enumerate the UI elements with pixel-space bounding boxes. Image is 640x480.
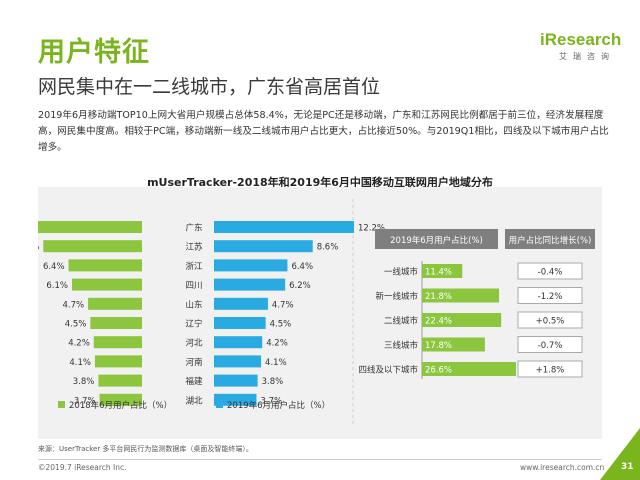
label-2019: 12.2% bbox=[358, 224, 385, 234]
growth-value: -0.4% bbox=[538, 268, 563, 278]
page-number: 31 bbox=[621, 462, 634, 472]
label-2018: 3.7% bbox=[74, 396, 96, 406]
province-label: 江苏 bbox=[185, 242, 203, 253]
chart-title: mUserTracker-2018年和2019年6月中国移动互联网用户地域分布 bbox=[147, 176, 493, 189]
legend-swatch-2018 bbox=[58, 401, 65, 408]
bar-2018 bbox=[43, 240, 142, 253]
chart-canvas: 12.2%广东12.2%8.6%江苏8.6%6.4%浙江6.4%6.1%四川6.… bbox=[2, 199, 595, 427]
province-label: 广东 bbox=[185, 223, 202, 234]
label-2018: 6.4% bbox=[43, 262, 65, 272]
iresearch-logo: iResearch 艾瑞咨询 bbox=[540, 30, 624, 70]
logo-subtext: 艾瑞咨询 bbox=[559, 52, 615, 61]
province-label: 四川 bbox=[185, 281, 202, 291]
label-2018: 8.6% bbox=[38, 243, 39, 253]
page-corner-triangle bbox=[600, 428, 640, 480]
growth-value: +0.5% bbox=[536, 317, 565, 327]
tier-value: 22.4% bbox=[425, 317, 452, 327]
legend-2018: 2018年6月用户占比（%） bbox=[69, 400, 172, 411]
summary-paragraph: 2019年6月移动端TOP10上网大省用户规模占总体58.4%，无论是PC还是移… bbox=[38, 110, 609, 153]
tier-bar bbox=[422, 313, 502, 327]
tier-bar bbox=[422, 264, 463, 278]
page-subtitle: 网民集中在一二线城市，广东省高居首位 bbox=[38, 76, 381, 98]
website-text: www.iresearch.com.cn bbox=[520, 463, 605, 472]
label-2018: 4.1% bbox=[69, 358, 91, 368]
label-2019: 8.6% bbox=[317, 243, 339, 253]
province-label: 河北 bbox=[185, 338, 203, 349]
province-label: 湖北 bbox=[185, 396, 203, 406]
tier-bar bbox=[422, 337, 485, 352]
share-header-box bbox=[375, 229, 498, 249]
label-2019: 6.4% bbox=[291, 262, 313, 272]
bar-2018 bbox=[98, 374, 142, 387]
bar-2018 bbox=[90, 317, 142, 329]
label-2019: 3.7% bbox=[260, 396, 282, 406]
label-2018: 4.2% bbox=[68, 339, 90, 349]
source-note: 来源：UserTracker 多平台网民行为监测数据库（桌面及智能终端）。 bbox=[38, 445, 253, 453]
tier-label: 三线城市 bbox=[384, 340, 419, 351]
tier-label: 一线城市 bbox=[384, 267, 419, 278]
province-label: 河南 bbox=[185, 357, 202, 368]
growth-box bbox=[517, 336, 583, 353]
label-2019: 4.2% bbox=[266, 339, 288, 349]
growth-value: -1.2% bbox=[538, 292, 563, 302]
label-2018: 4.7% bbox=[62, 300, 84, 310]
bar-2018 bbox=[88, 297, 142, 310]
growth-value: -0.7% bbox=[538, 341, 563, 351]
bar-2019 bbox=[214, 374, 258, 387]
tier-label: 二线城市 bbox=[384, 316, 419, 327]
bar-2018 bbox=[2, 221, 142, 233]
province-label: 福建 bbox=[185, 376, 203, 387]
label-2018: 3.8% bbox=[73, 377, 95, 387]
bar-2018 bbox=[93, 336, 142, 349]
share-header: 2019年6月用户占比(%) bbox=[390, 235, 483, 246]
tier-label: 四线及以下城市 bbox=[358, 365, 418, 376]
bar-2019 bbox=[214, 336, 263, 349]
bar-2019 bbox=[214, 259, 288, 272]
bar-2019 bbox=[214, 240, 313, 253]
bar-2019 bbox=[214, 393, 257, 406]
bar-2019 bbox=[214, 221, 354, 233]
province-label: 山东 bbox=[185, 299, 202, 310]
label-2018: 4.5% bbox=[65, 320, 87, 330]
growth-box bbox=[517, 311, 583, 329]
tier-bar bbox=[422, 288, 500, 303]
bar-2019 bbox=[214, 297, 268, 310]
page-title: 用户特征 bbox=[38, 37, 150, 68]
label-2019: 4.7% bbox=[272, 300, 294, 310]
label-2019: 6.2% bbox=[289, 281, 311, 291]
growth-value: +1.8% bbox=[536, 366, 565, 376]
growth-box bbox=[517, 262, 583, 280]
label-2019: 4.1% bbox=[265, 358, 287, 368]
tier-value: 26.6% bbox=[425, 366, 452, 376]
bar-2018 bbox=[94, 355, 142, 368]
legend-2019: 2019年6月用户占比（%） bbox=[227, 400, 330, 411]
chart-panel: 12.2%广东12.2%8.6%江苏8.6%6.4%浙江6.4%6.1%四川6.… bbox=[2, 187, 602, 439]
tier-value: 21.8% bbox=[425, 292, 452, 302]
growth-header: 用户占比同比增长(%) bbox=[509, 235, 592, 246]
label-2018: 6.1% bbox=[46, 281, 68, 291]
tier-value: 11.4% bbox=[425, 268, 452, 278]
footer-divider bbox=[38, 459, 602, 460]
logo-text: iResearch bbox=[540, 30, 622, 49]
bar-2019 bbox=[214, 355, 262, 368]
bar-2019 bbox=[214, 278, 286, 291]
tier-label: 新一线城市 bbox=[375, 291, 418, 302]
growth-header-box bbox=[505, 229, 595, 249]
province-label: 辽宁 bbox=[185, 319, 202, 330]
legend-swatch-2019 bbox=[216, 401, 223, 408]
copyright-text: ©2019.7 iResearch Inc. bbox=[38, 463, 127, 472]
growth-box bbox=[517, 360, 583, 378]
province-label: 浙江 bbox=[185, 261, 203, 272]
tier-value: 17.8% bbox=[425, 341, 452, 351]
bar-2018 bbox=[72, 278, 142, 291]
growth-box bbox=[517, 287, 583, 304]
bar-2019 bbox=[214, 317, 266, 329]
tier-bar bbox=[422, 362, 516, 376]
bar-2018 bbox=[99, 393, 142, 406]
bar-2018 bbox=[68, 259, 142, 272]
label-2019: 3.8% bbox=[262, 377, 284, 387]
label-2019: 4.5% bbox=[270, 320, 292, 330]
